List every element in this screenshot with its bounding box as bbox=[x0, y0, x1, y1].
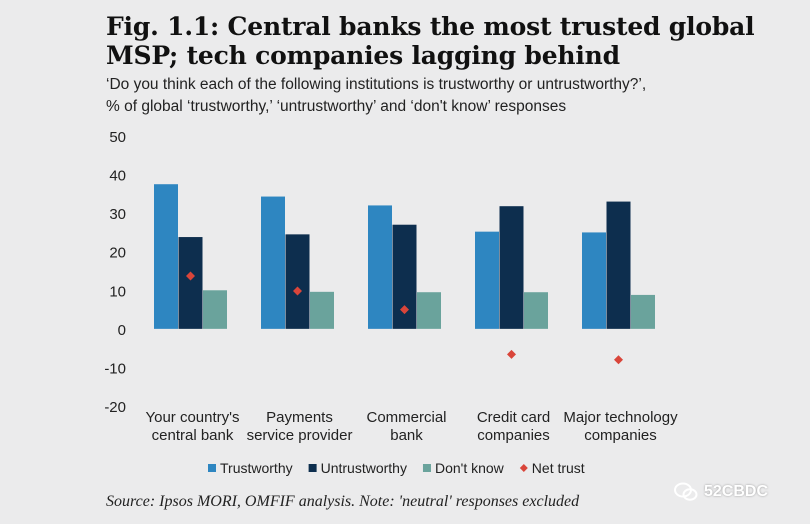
legend-label: Trustworthy bbox=[220, 460, 293, 476]
y-tick-label: 20 bbox=[109, 245, 126, 262]
net-trust-marker bbox=[186, 271, 195, 281]
legend-label: Don't know bbox=[435, 460, 505, 476]
bar-trustworthy bbox=[368, 205, 392, 329]
y-tick-label: 30 bbox=[109, 206, 126, 223]
chart-title-line-1: Fig. 1.1: Central banks the most trusted… bbox=[106, 12, 755, 41]
net-trust-marker bbox=[293, 286, 302, 296]
bar-don-t-know bbox=[631, 294, 655, 329]
x-category-label: central bank bbox=[152, 427, 234, 444]
bar-untrustworthy bbox=[178, 237, 203, 329]
x-category-label: companies bbox=[584, 427, 657, 444]
bar-untrustworthy bbox=[499, 206, 524, 329]
legend-swatch bbox=[208, 464, 216, 472]
bar-untrustworthy bbox=[606, 201, 631, 329]
chart-title-line-2: MSP; tech companies lagging behind bbox=[106, 41, 620, 70]
chart-title: Fig. 1.1: Central banks the most trusted… bbox=[106, 12, 796, 70]
bar-don-t-know bbox=[310, 291, 334, 329]
net-trust-marker bbox=[614, 355, 623, 365]
legend-swatch bbox=[519, 464, 528, 472]
legend-label: Untrustworthy bbox=[321, 460, 407, 476]
y-tick-label: 40 bbox=[109, 168, 126, 185]
x-category-label: companies bbox=[477, 427, 550, 444]
x-category-label: bank bbox=[390, 427, 423, 444]
y-tick-label: -10 bbox=[104, 360, 126, 377]
x-category-label: service provider bbox=[247, 427, 353, 444]
bar-trustworthy bbox=[475, 231, 499, 329]
wechat-icon bbox=[674, 482, 698, 502]
chart-subtitle-line-2: % of global ‘trustworthy,’ ‘untrustworth… bbox=[106, 98, 567, 115]
y-tick-label: 50 bbox=[109, 129, 126, 146]
x-category-label: Major technology bbox=[563, 409, 678, 426]
watermark-text: 52CBDC bbox=[704, 483, 769, 500]
legend-swatch bbox=[422, 464, 431, 472]
y-tick-label: 10 bbox=[109, 283, 126, 300]
x-category-label: Commercial bbox=[366, 409, 446, 426]
chart-subtitle: ‘Do you think each of the following inst… bbox=[106, 74, 796, 118]
bar-don-t-know bbox=[417, 292, 441, 329]
net-trust-marker bbox=[507, 349, 516, 359]
source-note: Source: Ipsos MORI, OMFIF analysis. Note… bbox=[106, 493, 580, 510]
bar-don-t-know bbox=[203, 290, 227, 329]
chart-subtitle-line-1: ‘Do you think each of the following inst… bbox=[106, 76, 647, 93]
watermark: 52CBDC bbox=[674, 478, 768, 506]
x-category-label: Payments bbox=[266, 409, 333, 426]
x-category-label: Your country's bbox=[145, 409, 239, 426]
bar-trustworthy bbox=[582, 232, 606, 329]
net-trust-marker bbox=[400, 305, 409, 315]
bar-untrustworthy bbox=[285, 234, 310, 329]
bar-don-t-know bbox=[524, 292, 548, 329]
y-tick-label: -20 bbox=[104, 399, 126, 416]
bar-trustworthy bbox=[261, 196, 285, 329]
x-category-label: Credit card bbox=[477, 409, 550, 426]
legend-swatch bbox=[308, 464, 317, 472]
legend-label: Net trust bbox=[532, 460, 585, 476]
bar-trustworthy bbox=[154, 184, 178, 329]
y-tick-label: 0 bbox=[118, 322, 126, 339]
